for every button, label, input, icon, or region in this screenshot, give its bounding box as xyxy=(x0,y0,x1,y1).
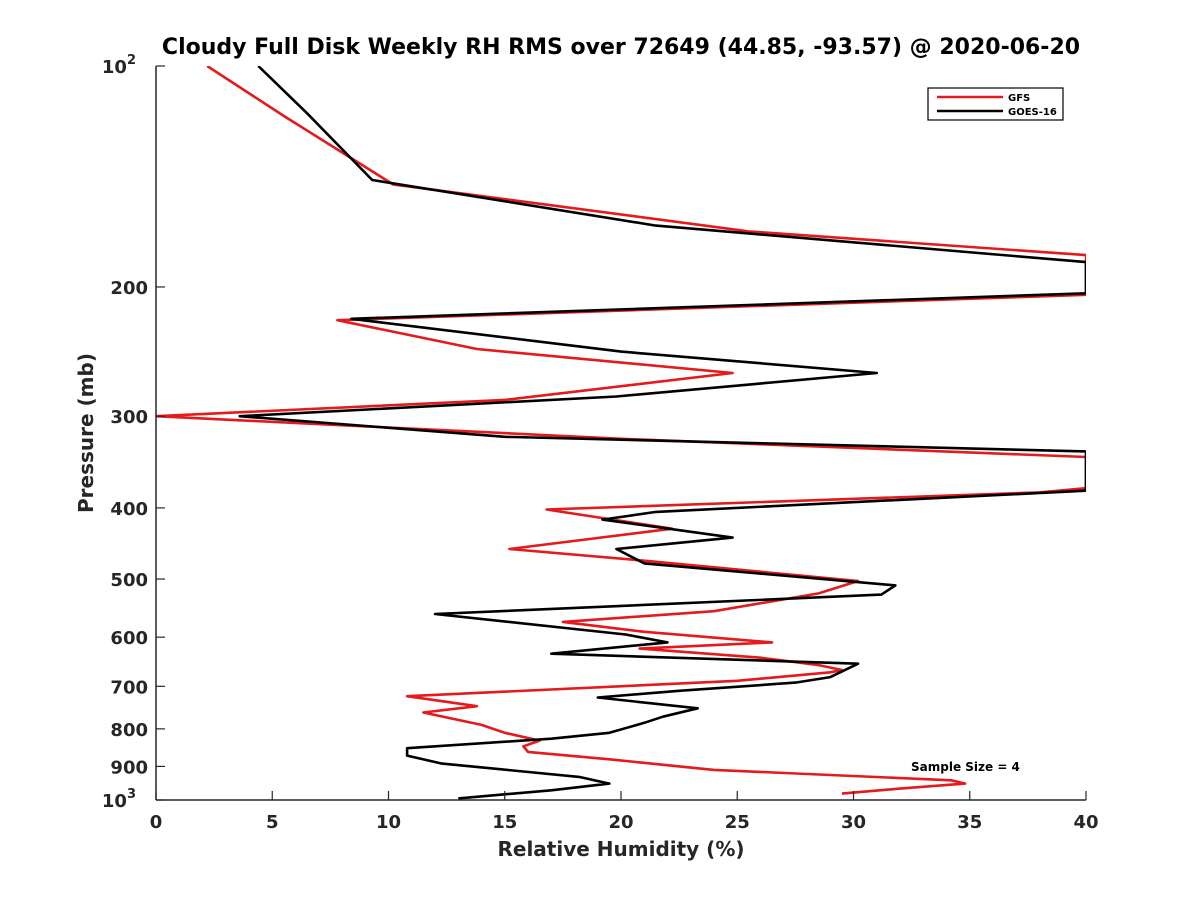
y-axis: 102 200 300 400 500 600 700 800 900 103 xyxy=(102,53,165,812)
y-tick-label: 700 xyxy=(110,677,148,698)
x-tick-label: 35 xyxy=(957,812,982,833)
legend-label-goes16: GOES-16 xyxy=(1008,107,1057,118)
y-tick-label: 800 xyxy=(110,720,148,741)
y-tick-label: 500 xyxy=(110,570,148,591)
y-tick-label: 300 xyxy=(110,407,148,428)
legend-label-gfs: GFS xyxy=(1008,93,1030,104)
sample-size-annotation: Sample Size = 4 xyxy=(911,760,1020,774)
series-line-goes16 xyxy=(238,66,1086,800)
x-tick-label: 25 xyxy=(725,812,750,833)
x-tick-label: 30 xyxy=(841,812,866,833)
y-tick-label: 600 xyxy=(110,628,148,649)
x-tick-label: 15 xyxy=(492,812,517,833)
x-axis: 0 5 10 15 20 25 30 35 40 xyxy=(150,791,1099,833)
x-tick-label: 40 xyxy=(1073,812,1098,833)
y-tick-label: 200 xyxy=(110,278,148,299)
y-tick-label: 400 xyxy=(110,499,148,520)
legend: GFS GOES-16 xyxy=(927,87,1064,121)
y-tick-label: 103 xyxy=(102,787,136,812)
x-tick-label: 0 xyxy=(150,812,163,833)
x-tick-label: 5 xyxy=(266,812,279,833)
chart-title: Cloudy Full Disk Weekly RH RMS over 7264… xyxy=(162,35,1080,60)
legend-box xyxy=(927,87,1064,121)
x-axis-title: Relative Humidity (%) xyxy=(497,837,744,861)
series-line-gfs xyxy=(156,66,1086,795)
plot-area xyxy=(156,66,1086,800)
y-tick-label: 102 xyxy=(102,53,136,78)
x-tick-label: 20 xyxy=(608,812,633,833)
y-axis-title: Pressure (mb) xyxy=(74,353,98,513)
y-tick-label: 900 xyxy=(110,757,148,778)
x-tick-label: 10 xyxy=(376,812,401,833)
